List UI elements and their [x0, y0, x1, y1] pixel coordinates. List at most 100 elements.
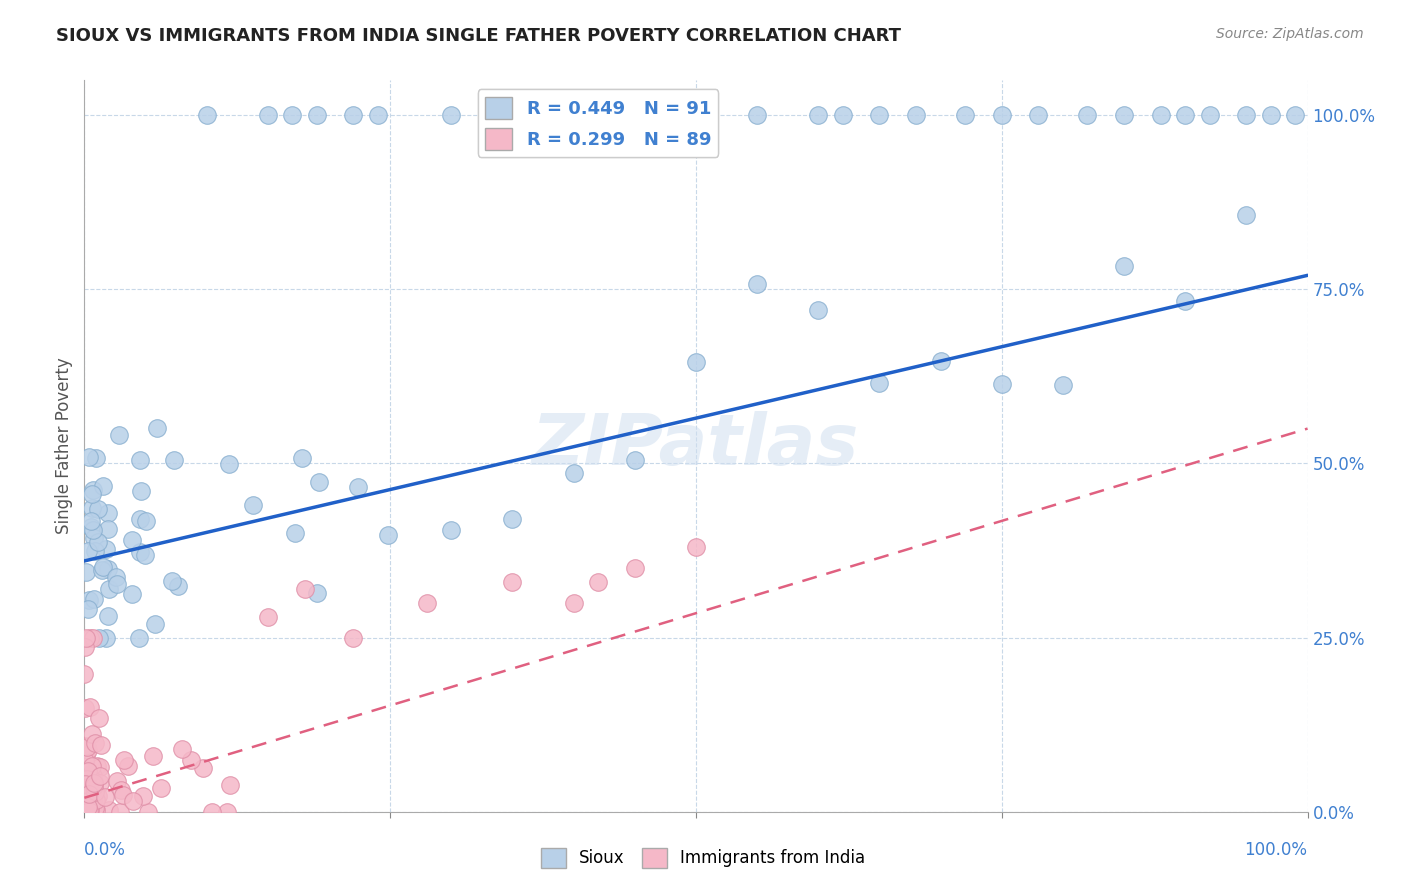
Point: [218, 457, 240, 471]
Point: [73, 667, 96, 681]
Point: [86, 450, 108, 465]
Point: [94, 789, 117, 804]
Point: [624, 561, 647, 575]
Point: [87, 502, 110, 516]
Point: [80, 797, 103, 811]
Point: [77, 450, 100, 464]
Point: [308, 475, 330, 489]
Point: [86, 793, 108, 807]
Point: [75, 803, 97, 817]
Point: [82, 523, 104, 537]
Point: [73, 700, 96, 714]
Point: [869, 108, 891, 122]
Point: [142, 749, 165, 764]
Point: [73, 800, 96, 814]
Point: [82, 789, 104, 803]
Point: [129, 512, 152, 526]
Point: [121, 533, 143, 547]
Y-axis label: Single Father Poverty: Single Father Poverty: [55, 358, 73, 534]
Point: [685, 355, 707, 369]
Point: [77, 782, 100, 797]
Point: [79, 785, 101, 799]
Point: [80, 501, 103, 516]
Point: [257, 108, 280, 122]
Point: [91, 559, 114, 574]
Point: [342, 108, 364, 122]
Point: [76, 802, 98, 816]
Point: [502, 108, 524, 122]
Point: [79, 805, 101, 819]
Point: [82, 769, 104, 783]
Point: [90, 563, 112, 577]
Point: [75, 640, 97, 654]
Point: [1114, 108, 1136, 122]
Point: [105, 773, 128, 788]
Point: [79, 520, 101, 534]
Point: [89, 769, 111, 783]
Point: [83, 736, 105, 750]
Point: [685, 540, 707, 554]
Point: [75, 631, 97, 645]
Point: [219, 778, 242, 792]
Point: [83, 779, 105, 793]
Point: [162, 574, 184, 588]
Point: [75, 781, 97, 796]
Point: [77, 796, 100, 810]
Point: [76, 779, 98, 793]
Point: [87, 710, 110, 724]
Point: [281, 108, 304, 122]
Point: [132, 789, 155, 803]
Point: [257, 609, 280, 624]
Point: [134, 549, 156, 563]
Point: [929, 353, 952, 368]
Point: [136, 805, 159, 819]
Point: [129, 544, 152, 558]
Point: [121, 794, 143, 808]
Text: 100.0%: 100.0%: [1244, 841, 1308, 859]
Point: [1028, 108, 1050, 122]
Point: [89, 760, 111, 774]
Point: [1150, 108, 1173, 122]
Point: [98, 804, 121, 818]
Point: [83, 592, 105, 607]
Point: [77, 799, 100, 814]
Point: [105, 577, 128, 591]
Point: [1076, 108, 1098, 122]
Point: [77, 593, 100, 607]
Point: [117, 759, 139, 773]
Point: [150, 780, 173, 795]
Point: [83, 785, 105, 799]
Point: [83, 775, 105, 789]
Point: [97, 582, 120, 597]
Point: [562, 596, 585, 610]
Point: [76, 768, 98, 782]
Point: [75, 777, 97, 791]
Point: [1114, 260, 1136, 274]
Point: [94, 541, 117, 556]
Point: [87, 631, 110, 645]
Point: [75, 565, 97, 579]
Point: [305, 108, 328, 122]
Point: [97, 506, 120, 520]
Point: [143, 617, 166, 632]
Point: [108, 428, 131, 442]
Point: [440, 108, 463, 122]
Point: [294, 582, 316, 596]
Point: [807, 108, 830, 122]
Point: [347, 480, 370, 494]
Point: [84, 544, 107, 558]
Point: [1198, 108, 1220, 122]
Point: [291, 450, 314, 465]
Point: [75, 747, 97, 762]
Point: [953, 108, 976, 122]
Text: Source: ZipAtlas.com: Source: ZipAtlas.com: [1216, 27, 1364, 41]
Point: [76, 764, 98, 778]
Point: [624, 452, 647, 467]
Point: [80, 487, 103, 501]
Point: [80, 514, 103, 528]
Point: [79, 793, 101, 807]
Point: [1236, 208, 1258, 222]
Point: [75, 752, 97, 766]
Point: [167, 579, 190, 593]
Point: [73, 789, 96, 804]
